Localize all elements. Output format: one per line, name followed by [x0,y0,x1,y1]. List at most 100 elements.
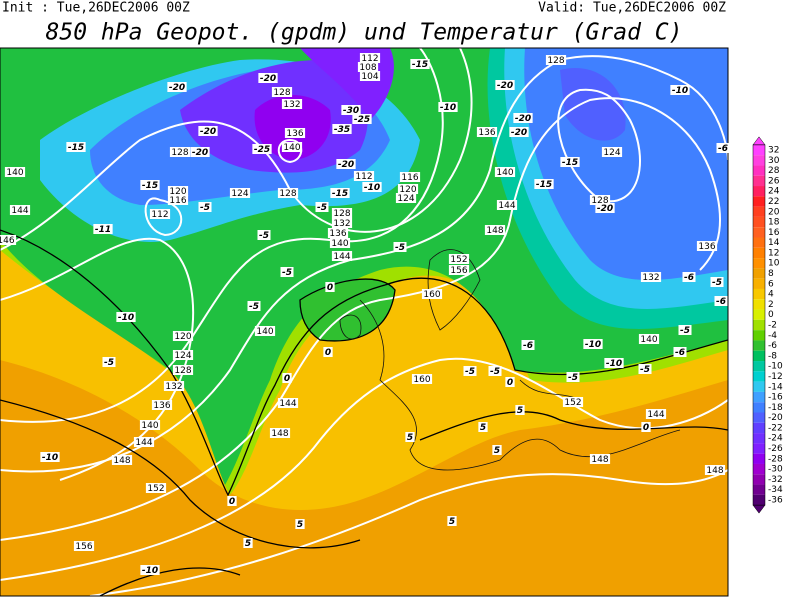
geopotential-label: 140 [640,335,657,345]
geopotential-label-box [327,228,349,238]
temperature-label-box [247,301,261,311]
geopotential-label: 112 [355,172,372,182]
colorbar-arrow-top [752,136,766,146]
geopotential-label: 152 [564,398,581,408]
temperature-label: -5 [640,365,650,375]
temperature-label: -6 [716,297,726,307]
temperature-label-box [257,230,271,240]
temperature-label: -20 [497,81,513,91]
colorbar-label: -6 [768,341,777,351]
colorbar-label: -10 [768,362,783,372]
temperature-label-box [352,114,372,124]
geopotential-label: 132 [642,273,659,283]
temperature-label: -15 [536,180,552,190]
temperature-label: 5 [480,423,486,433]
geopotential-label-box [133,437,155,447]
colorbar-swatch [753,402,765,413]
colorbar-swatch [753,186,765,197]
geopotential-label-box [494,167,516,177]
colorbar-swatch [753,165,765,176]
geopotential-label: 144 [11,206,28,216]
geopotential-label: 128 [591,196,608,206]
temperature-label: -6 [718,144,728,154]
colorbar-arrow-bottom [752,504,766,514]
colorbar-swatch [753,155,765,166]
temperature-label-box [534,179,554,189]
geopotential-label-box [331,208,353,218]
temperature-label: 5 [407,433,413,443]
temperature-label-box [673,347,687,357]
geopotential-label: 108 [359,63,376,73]
geopotential-label-box [229,188,251,198]
geopotential-label-box [284,128,306,138]
temperature-label-box [40,452,60,462]
geopotential-label-box [353,171,375,181]
colorbar-frame [752,144,766,506]
colorbar-swatch [753,412,765,423]
geopotential-label-box [357,62,379,72]
temperature-label-box [323,347,333,357]
colorbar-swatch [753,227,765,238]
colorbar-swatch [753,453,765,464]
temperature-label-box [495,80,515,90]
temperature-label: -5 [317,203,327,213]
colorbar-label: 12 [768,248,779,258]
geopotential-label: 148 [591,455,608,465]
geopotential-label-box [329,238,351,248]
temperature-contours [0,229,728,596]
geopotential-label: 144 [498,201,515,211]
temperature-label-box [638,364,652,374]
temperature-label-box [140,180,160,190]
colorbar-label: 24 [768,187,780,197]
geopotential-label-box [589,195,611,205]
temperature-label: -35 [334,125,350,135]
geopotential-label: 136 [329,229,346,239]
temperature-label: 0 [325,348,331,358]
geopotential-label-box [277,398,299,408]
temperature-label-box [116,312,136,322]
map-title: 850 hPa Geopot. (gpdm) und Temperatur (G… [46,20,683,46]
temperature-label-box [710,277,724,287]
temperature-label-box [505,377,515,387]
geopotential-label-box [9,205,31,215]
geopotential-label: 148 [271,429,288,439]
colorbar-swatch [753,391,765,403]
field-violet [254,95,331,160]
geopotential-label-box [163,381,185,391]
geopotential-label-box [395,193,417,203]
temperature-label-box [595,203,615,213]
geopotential-label-box [331,218,353,228]
temperature-label-box [258,73,278,83]
temperature-label: -5 [259,231,269,241]
geopotential-label-box [277,188,299,198]
geopotential-label: 136 [478,128,495,138]
colorbar-label: 2 [768,300,774,310]
temperature-label-box [282,373,292,383]
temperature-label: -5 [200,203,210,213]
colorbar-swatch [753,319,765,331]
geopotential-label: 140 [283,143,300,153]
geopotential-label-box [421,289,443,299]
colorbar-swatch [753,484,765,495]
temperature-label: -15 [68,143,84,153]
geopotential-label: 136 [153,401,170,411]
colorbar-swatch [753,494,765,506]
temperature-label-box [583,339,603,349]
geopotential-label: 124 [231,189,248,199]
temperature-label-box [566,372,580,382]
temperature-label: -15 [142,181,158,191]
colorbar-label: -30 [768,465,783,475]
geopotential-label-box [254,326,276,336]
geopotential-label: 128 [171,148,188,158]
colorbar-swatch [753,278,765,289]
temperature-label-box [243,538,253,548]
temperature-label: -25 [354,115,370,125]
geopotential-label: 148 [113,456,130,466]
colorbar-label: -4 [768,331,777,341]
geopotential-label-box [271,87,293,97]
geopotential-label-box [476,127,498,137]
colorbar-label: -18 [768,403,783,413]
geopotential-label: 140 [256,327,273,337]
temperature-label: -20 [260,74,276,84]
